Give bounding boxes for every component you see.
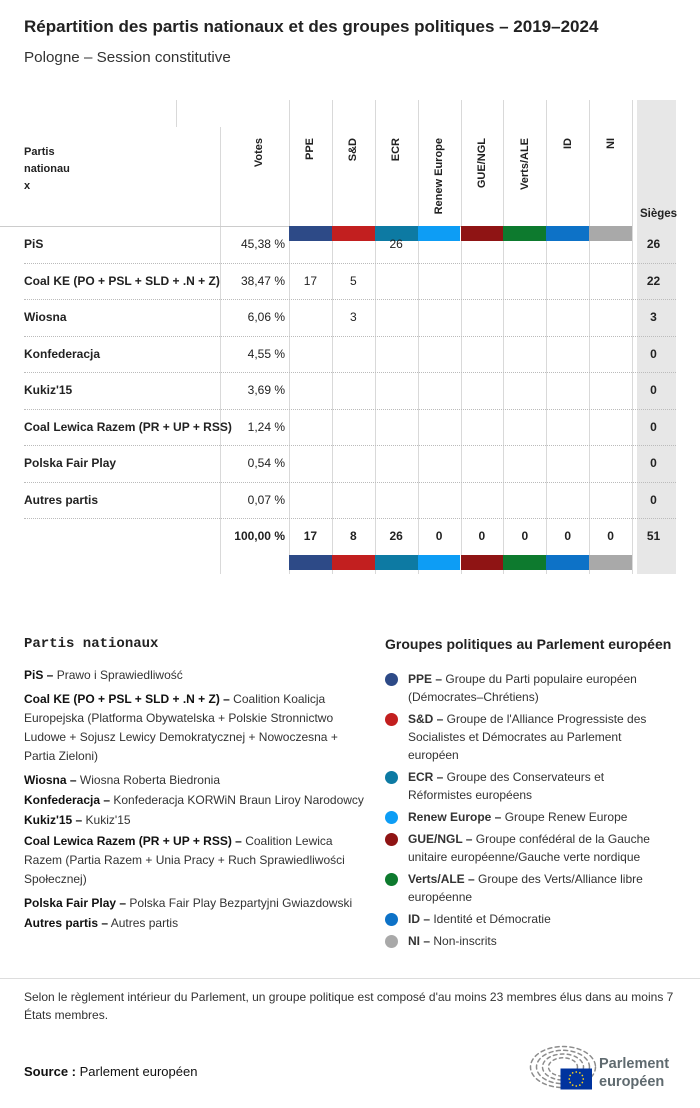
svg-text:européen: européen xyxy=(599,1074,664,1090)
svg-text:Parlement: Parlement xyxy=(599,1056,669,1072)
